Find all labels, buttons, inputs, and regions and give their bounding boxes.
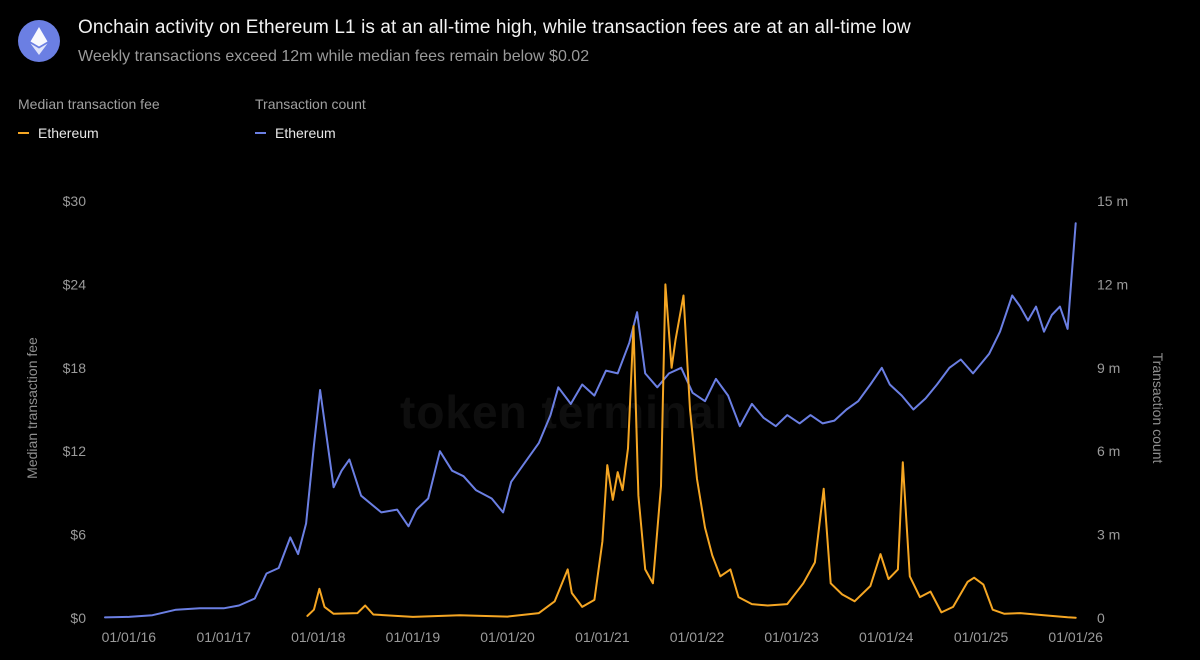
x-tick-label: 01/01/19 xyxy=(386,629,441,645)
x-tick-label: 01/01/20 xyxy=(480,629,535,645)
y-tick-right-label: 15 m xyxy=(1097,193,1128,209)
legend-fee-label: Ethereum xyxy=(38,125,99,141)
x-tick-label: 01/01/26 xyxy=(1048,629,1103,645)
x-tick-label: 01/01/18 xyxy=(291,629,346,645)
legend-count: Transaction count Ethereum xyxy=(255,96,366,141)
x-tick-label: 01/01/17 xyxy=(196,629,251,645)
legend-count-swatch xyxy=(255,132,266,134)
y-tick-right-label: 3 m xyxy=(1097,527,1120,543)
y-tick-right-label: 12 m xyxy=(1097,276,1128,292)
series-transaction-count-line xyxy=(104,222,1077,619)
y-tick-left-label: $0 xyxy=(70,610,86,626)
legend-count-item[interactable]: Ethereum xyxy=(255,125,366,141)
y-tick-left-label: $30 xyxy=(63,193,87,209)
legend-fee: Median transaction fee Ethereum xyxy=(18,96,160,141)
x-tick-label: 01/01/22 xyxy=(670,629,725,645)
y-axis-right-label: Transaction count xyxy=(1150,353,1166,464)
legend-fee-item[interactable]: Ethereum xyxy=(18,125,160,141)
legend-count-label: Ethereum xyxy=(275,125,336,141)
x-tick-label: 01/01/23 xyxy=(764,629,819,645)
y-tick-right-label: 0 xyxy=(1097,610,1105,626)
chart-title: Onchain activity on Ethereum L1 is at an… xyxy=(78,17,911,38)
y-tick-left-label: $6 xyxy=(70,527,86,543)
y-axis-left-label: Median transaction fee xyxy=(24,337,40,479)
x-tick-label: 01/01/16 xyxy=(102,629,157,645)
x-tick-label: 01/01/25 xyxy=(954,629,1009,645)
chart-subtitle: Weekly transactions exceed 12m while med… xyxy=(78,48,590,65)
y-tick-left-label: $18 xyxy=(63,360,87,376)
y-tick-left-label: $24 xyxy=(63,276,87,292)
legend-fee-heading: Median transaction fee xyxy=(18,96,160,112)
x-tick-label: 01/01/24 xyxy=(859,629,914,645)
y-tick-right-label: 9 m xyxy=(1097,360,1120,376)
y-tick-left-label: $12 xyxy=(63,443,87,459)
legend-fee-swatch xyxy=(18,132,29,134)
x-tick-label: 01/01/21 xyxy=(575,629,630,645)
series-median-fee-line xyxy=(306,283,1077,619)
legend-count-heading: Transaction count xyxy=(255,96,366,112)
ethereum-logo-icon xyxy=(18,20,60,62)
y-tick-right-label: 6 m xyxy=(1097,443,1120,459)
